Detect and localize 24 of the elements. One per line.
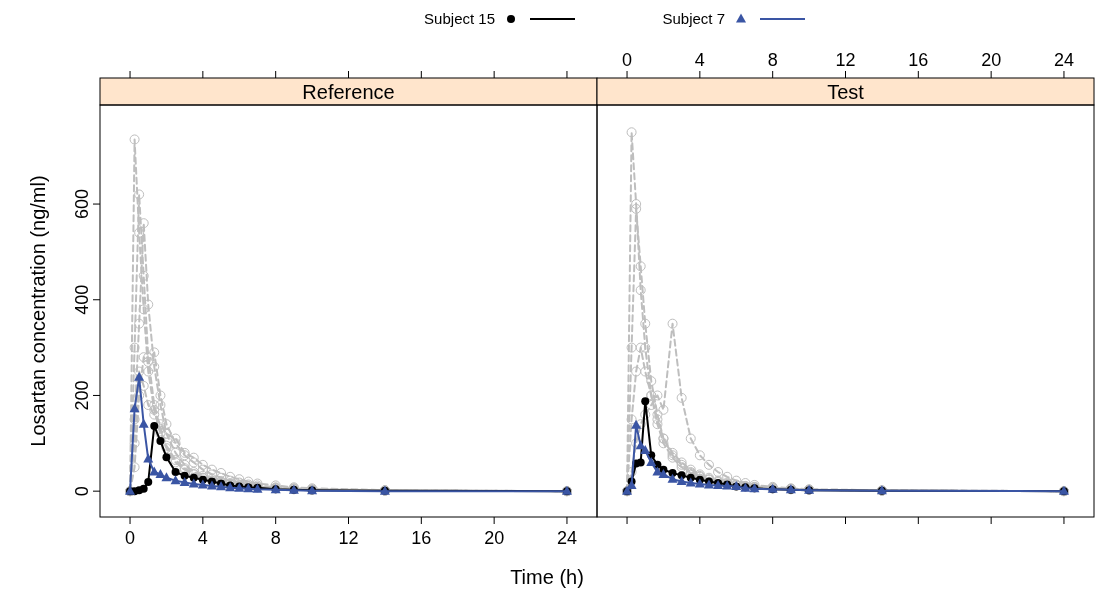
- x-tick-label: 20: [484, 528, 505, 548]
- x-tick-label: 24: [1053, 50, 1074, 70]
- chart-title: Reference: [302, 80, 395, 103]
- y-tick-label: 600: [72, 189, 92, 220]
- x-tick-label: 8: [270, 528, 281, 548]
- x-axis-title: Time (h): [510, 566, 584, 588]
- x-tick-label: 8: [767, 50, 778, 70]
- x-tick-label: 4: [197, 528, 208, 548]
- y-tick-label: 400: [72, 284, 92, 315]
- y-tick-label: 200: [72, 380, 92, 411]
- x-tick-label: 0: [622, 50, 633, 70]
- x-tick-label: 20: [981, 50, 1002, 70]
- x-tick-label: 24: [556, 528, 577, 548]
- x-tick-label: 12: [835, 50, 856, 70]
- legend-label: Subject 7: [662, 10, 725, 27]
- x-tick-label: 16: [908, 50, 929, 70]
- x-tick-label: 4: [694, 50, 705, 70]
- x-tick-label: 12: [338, 528, 359, 548]
- legend-label: Subject 15: [424, 10, 495, 27]
- x-tick-label: 16: [411, 528, 432, 548]
- chart-title: Test: [827, 80, 865, 103]
- y-axis-title: Losartan concentration (ng/ml): [27, 175, 49, 447]
- y-tick-label: 0: [72, 486, 92, 497]
- x-tick-label: 0: [125, 528, 136, 548]
